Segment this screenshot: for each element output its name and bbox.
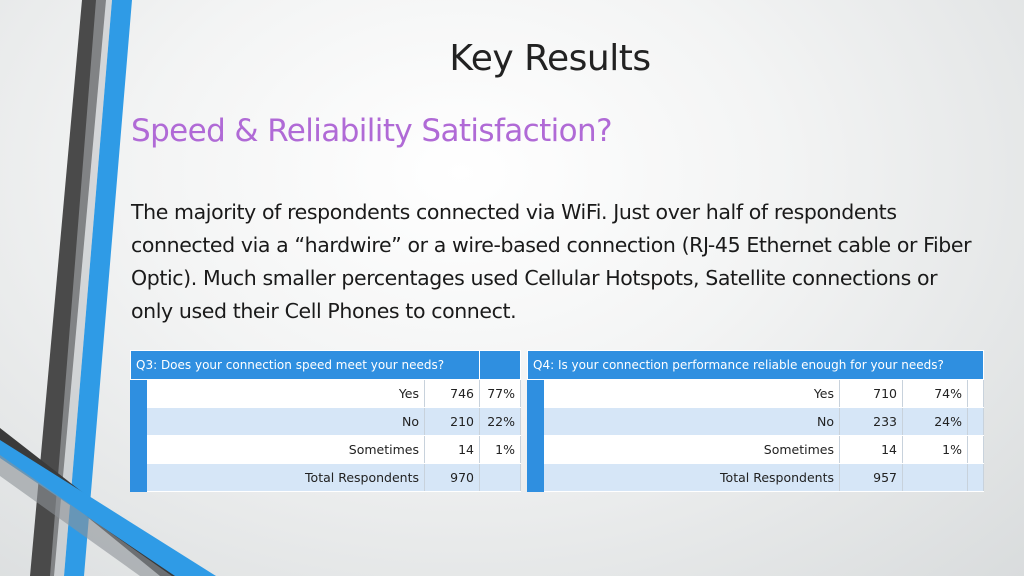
- table-row: No 210 22%: [130, 407, 521, 436]
- table-row: No 233 24%: [527, 407, 985, 436]
- q4-row-label: No: [543, 407, 840, 436]
- q3-row-pct: 22%: [479, 407, 521, 436]
- row-pad: [966, 407, 985, 436]
- slide-title: Key Results: [449, 38, 651, 79]
- q4-question-header: Q4: Is your connection performance relia…: [526, 350, 985, 380]
- q4-row-count: 233: [839, 407, 903, 436]
- row-marker: [527, 435, 544, 464]
- q3-row-label: Sometimes: [146, 435, 425, 464]
- q4-row-count: 957: [839, 463, 903, 492]
- q3-row-count: 210: [424, 407, 480, 436]
- row-pad: [966, 463, 985, 492]
- row-marker: [130, 435, 147, 464]
- q3-header-blank: [479, 350, 521, 380]
- row-marker: [527, 407, 544, 436]
- q4-row-pct: 1%: [902, 435, 968, 464]
- q3-row-pct: [479, 463, 521, 492]
- q4-row-pct: 24%: [902, 407, 968, 436]
- row-pad: [966, 379, 985, 408]
- table-row: Yes 746 77%: [130, 379, 521, 408]
- table-row: Yes 710 74%: [527, 379, 985, 408]
- q3-row-count: 746: [424, 379, 480, 408]
- q3-row-count: 970: [424, 463, 480, 492]
- q3-row-label: Yes: [146, 379, 425, 408]
- table-row: Sometimes 14 1%: [527, 435, 985, 464]
- q3-row-count: 14: [424, 435, 480, 464]
- q4-row-pct: [902, 463, 968, 492]
- row-marker: [130, 463, 147, 492]
- row-marker: [527, 463, 544, 492]
- row-marker: [130, 379, 147, 408]
- q4-row-pct: 74%: [902, 379, 968, 408]
- q3-row-label: No: [146, 407, 425, 436]
- q4-row-label: Yes: [543, 379, 840, 408]
- row-pad: [966, 435, 985, 464]
- q4-row-label: Sometimes: [543, 435, 840, 464]
- slide-body-text: The majority of respondents connected vi…: [131, 200, 972, 323]
- q3-table: Q3: Does your connection speed meet your…: [130, 350, 521, 492]
- table-row: Total Respondents 970: [130, 463, 521, 492]
- q3-row-label: Total Respondents: [146, 463, 425, 492]
- table-row: Sometimes 14 1%: [130, 435, 521, 464]
- q4-row-label: Total Respondents: [543, 463, 840, 492]
- slide-subtitle: Speed & Reliability Satisfaction?: [131, 113, 613, 149]
- row-marker: [527, 379, 544, 408]
- q3-row-pct: 1%: [479, 435, 521, 464]
- table-row: Total Respondents 957: [527, 463, 985, 492]
- q4-row-count: 14: [839, 435, 903, 464]
- q4-row-count: 710: [839, 379, 903, 408]
- q3-question-header: Q3: Does your connection speed meet your…: [130, 350, 480, 380]
- row-marker: [130, 407, 147, 436]
- q3-row-pct: 77%: [479, 379, 521, 408]
- q4-table: Q4: Is your connection performance relia…: [526, 350, 985, 492]
